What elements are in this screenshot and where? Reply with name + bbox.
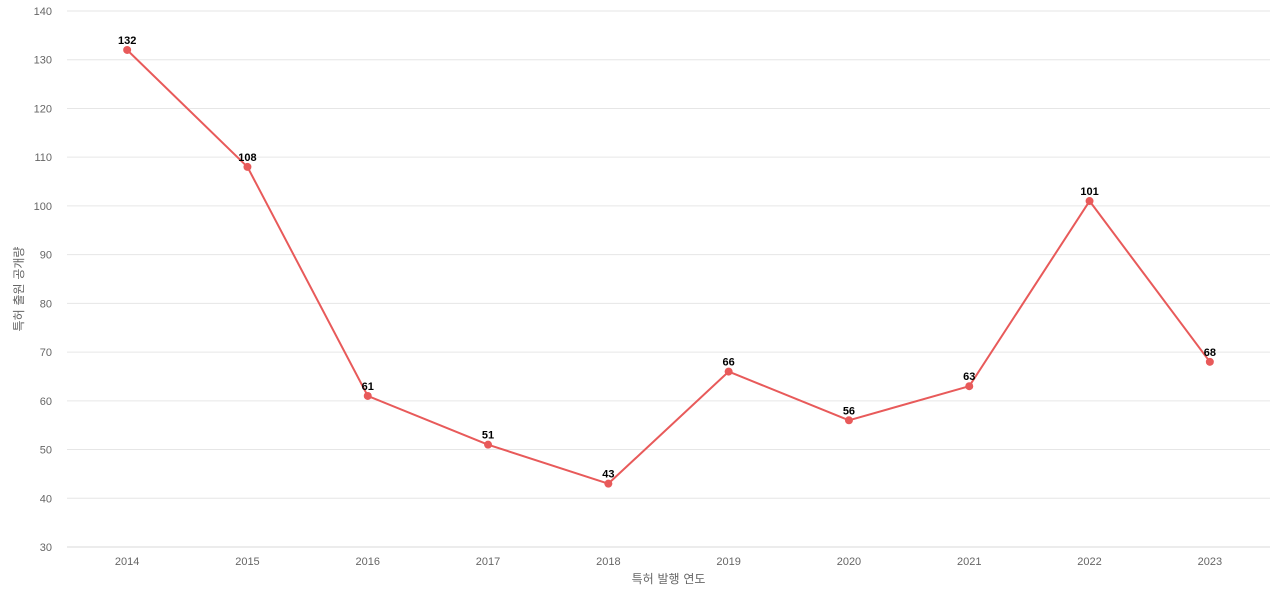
y-tick-label: 30 bbox=[40, 542, 52, 554]
data-label: 63 bbox=[963, 371, 975, 383]
series-layer bbox=[123, 45, 1214, 488]
y-tick-label: 140 bbox=[34, 6, 52, 18]
x-tick-label: 2015 bbox=[235, 556, 259, 568]
y-tick-label: 90 bbox=[40, 250, 52, 262]
x-tick-label: 2016 bbox=[356, 556, 380, 568]
gridlines bbox=[67, 10, 1270, 499]
data-label: 51 bbox=[482, 430, 494, 442]
data-label: 101 bbox=[1080, 186, 1098, 198]
data-point[interactable] bbox=[363, 391, 372, 400]
data-point[interactable] bbox=[1085, 197, 1094, 206]
x-tick-label: 2022 bbox=[1077, 556, 1101, 568]
x-tick-label: 2023 bbox=[1198, 556, 1222, 568]
x-tick-label: 2020 bbox=[837, 556, 861, 568]
y-tick-label: 60 bbox=[40, 396, 52, 408]
x-axis-ticks: 2014 2015 2016 2017 2018 2019 2020 2021 2022 2023 bbox=[115, 556, 1222, 568]
y-axis-title: 특허 출원 공개량 bbox=[12, 247, 26, 332]
x-axis-title: 특허 발행 연도 bbox=[632, 571, 706, 586]
data-label: 61 bbox=[362, 381, 374, 393]
data-point[interactable] bbox=[965, 382, 974, 391]
data-label: 132 bbox=[118, 35, 136, 47]
data-point[interactable] bbox=[484, 440, 493, 449]
y-tick-label: 80 bbox=[40, 298, 52, 310]
data-point[interactable] bbox=[724, 367, 733, 376]
x-tick-label: 2019 bbox=[716, 556, 740, 568]
x-tick-label: 2014 bbox=[115, 556, 139, 568]
data-label: 56 bbox=[843, 405, 855, 417]
y-axis-ticks: 30 40 50 60 70 80 90 100 110 120 130 140 bbox=[34, 6, 52, 554]
y-tick-label: 110 bbox=[34, 152, 52, 164]
y-tick-label: 100 bbox=[34, 201, 52, 213]
data-label: 66 bbox=[723, 357, 735, 369]
data-point[interactable] bbox=[1205, 357, 1214, 366]
data-point[interactable] bbox=[604, 479, 613, 488]
data-point[interactable] bbox=[844, 416, 853, 425]
y-tick-label: 40 bbox=[40, 493, 52, 505]
x-tick-label: 2021 bbox=[957, 556, 981, 568]
y-tick-label: 130 bbox=[34, 55, 52, 67]
y-tick-label: 50 bbox=[40, 445, 52, 457]
series-line bbox=[126, 49, 1211, 485]
data-point[interactable] bbox=[123, 45, 132, 54]
data-labels: 132 108 61 51 43 66 56 63 101 68 bbox=[118, 35, 1216, 481]
y-tick-label: 70 bbox=[40, 347, 52, 359]
data-point[interactable] bbox=[243, 162, 252, 171]
x-tick-label: 2017 bbox=[476, 556, 500, 568]
data-label: 68 bbox=[1204, 347, 1216, 359]
y-tick-label: 120 bbox=[34, 103, 52, 115]
x-tick-label: 2018 bbox=[596, 556, 620, 568]
data-label: 43 bbox=[602, 469, 614, 481]
data-label: 108 bbox=[238, 152, 256, 164]
